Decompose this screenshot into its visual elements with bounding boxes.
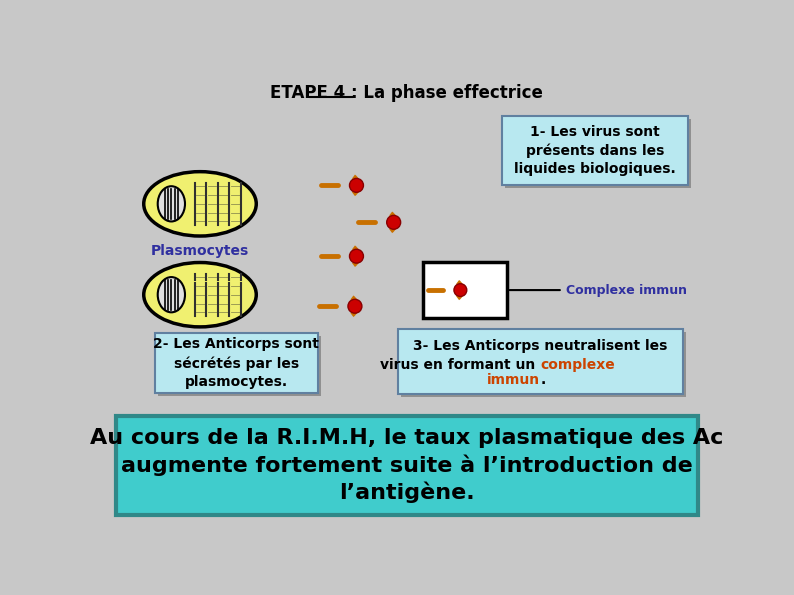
Ellipse shape — [144, 262, 256, 327]
Text: 2- Les Anticorps sont
sécrétés par les
plasmocytes.: 2- Les Anticorps sont sécrétés par les p… — [153, 337, 319, 389]
Circle shape — [387, 215, 401, 229]
FancyBboxPatch shape — [155, 333, 318, 393]
Circle shape — [348, 299, 362, 313]
FancyBboxPatch shape — [401, 333, 686, 397]
Circle shape — [349, 249, 364, 263]
Text: 3- Les Anticorps neutralisent les: 3- Les Anticorps neutralisent les — [413, 339, 668, 353]
Ellipse shape — [158, 186, 185, 221]
FancyBboxPatch shape — [505, 119, 692, 189]
Text: Plasmocytes: Plasmocytes — [151, 244, 249, 258]
Text: .: . — [540, 373, 545, 387]
FancyBboxPatch shape — [398, 330, 683, 394]
Text: Complexe immun: Complexe immun — [566, 284, 687, 296]
FancyBboxPatch shape — [423, 262, 507, 318]
FancyBboxPatch shape — [158, 336, 321, 396]
Text: immun: immun — [487, 373, 540, 387]
Text: virus en formant un: virus en formant un — [380, 358, 540, 372]
Text: complexe: complexe — [540, 358, 615, 372]
Circle shape — [349, 178, 364, 192]
Circle shape — [454, 284, 467, 296]
Text: Au cours de la R.I.M.H, le taux plasmatique des Ac
augmente fortement suite à l’: Au cours de la R.I.M.H, le taux plasmati… — [91, 428, 723, 503]
FancyBboxPatch shape — [116, 416, 698, 515]
Text: 1- Les virus sont
présents dans les
liquides biologiques.: 1- Les virus sont présents dans les liqu… — [515, 125, 676, 177]
Ellipse shape — [144, 171, 256, 236]
FancyBboxPatch shape — [503, 116, 688, 186]
Ellipse shape — [158, 277, 185, 312]
Text: ETAPE 4 : La phase effectrice: ETAPE 4 : La phase effectrice — [271, 84, 543, 102]
